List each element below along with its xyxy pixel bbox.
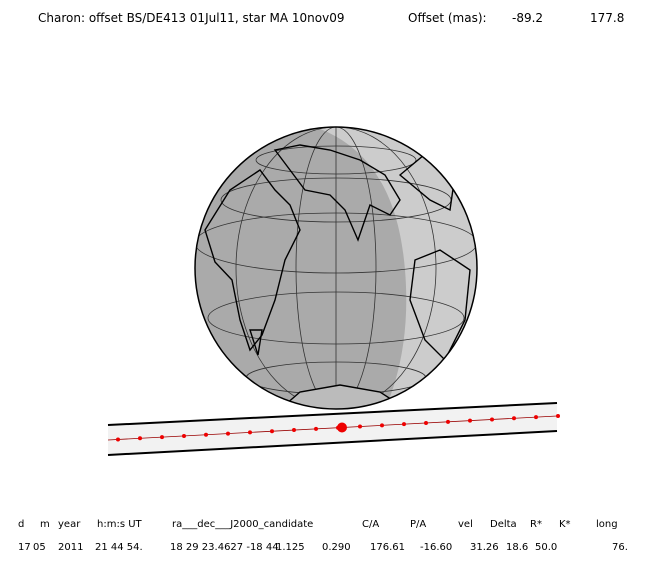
path-dot (424, 421, 428, 426)
path-dot (490, 417, 494, 422)
path-dot (204, 432, 208, 437)
column-header: R* (530, 519, 542, 530)
shadow-path (107, 402, 560, 456)
path-dot (402, 422, 406, 427)
path-dot (468, 418, 472, 423)
column-header: Delta (490, 519, 517, 530)
cell: 17 (18, 542, 31, 553)
cell: 50.0 (535, 542, 557, 553)
offset-label: Offset (mas): (408, 11, 487, 25)
column-header: h:m:s UT (97, 519, 143, 530)
path-dot (248, 430, 252, 435)
path-dot (556, 413, 560, 418)
path-dot (270, 429, 274, 434)
column-header: C/A (362, 519, 379, 530)
path-dot (182, 433, 186, 438)
cell: 76. (612, 542, 628, 553)
event-table: d m year h:m:s UT ra___dec___J2000_candidate… (18, 519, 628, 553)
path-dot (116, 437, 120, 442)
column-header: long (596, 519, 618, 530)
cell: 176.61 (370, 542, 405, 553)
cell: 2011 (58, 542, 83, 553)
path-dot (226, 431, 230, 436)
offset-value: -89.2 (512, 11, 543, 25)
cell: 0.290 (322, 542, 351, 553)
column-header: P/A (410, 519, 426, 530)
path-dot (512, 416, 516, 421)
path-dot (138, 436, 142, 441)
path-dot (380, 423, 384, 428)
column-header: vel (458, 519, 473, 530)
column-header: d (18, 519, 24, 530)
cell: 1.125 (276, 542, 305, 553)
globe (194, 126, 478, 410)
path-dot (534, 415, 538, 420)
path-dot (446, 419, 450, 424)
column-header: m (40, 519, 50, 530)
column-header: ra___dec___J2000_candidate (172, 519, 313, 530)
offset-value: 177.8 (590, 11, 624, 25)
cell: 18 29 23.4627 -18 44 (170, 542, 279, 553)
path-dot (358, 424, 362, 429)
title: Charon: offset BS/DE413 01Jul11, star MA… (38, 11, 344, 25)
path-dot (314, 426, 318, 431)
column-header: K* (559, 519, 571, 530)
path-dot (292, 428, 296, 433)
cell: 18.6 (506, 542, 528, 553)
cell: -16.60 (420, 542, 452, 553)
cell: 05 (33, 542, 46, 553)
path-dot (160, 435, 164, 440)
column-header: year (58, 519, 81, 530)
cell: 31.26 (470, 542, 499, 553)
cell: 21 44 54. (95, 542, 143, 553)
